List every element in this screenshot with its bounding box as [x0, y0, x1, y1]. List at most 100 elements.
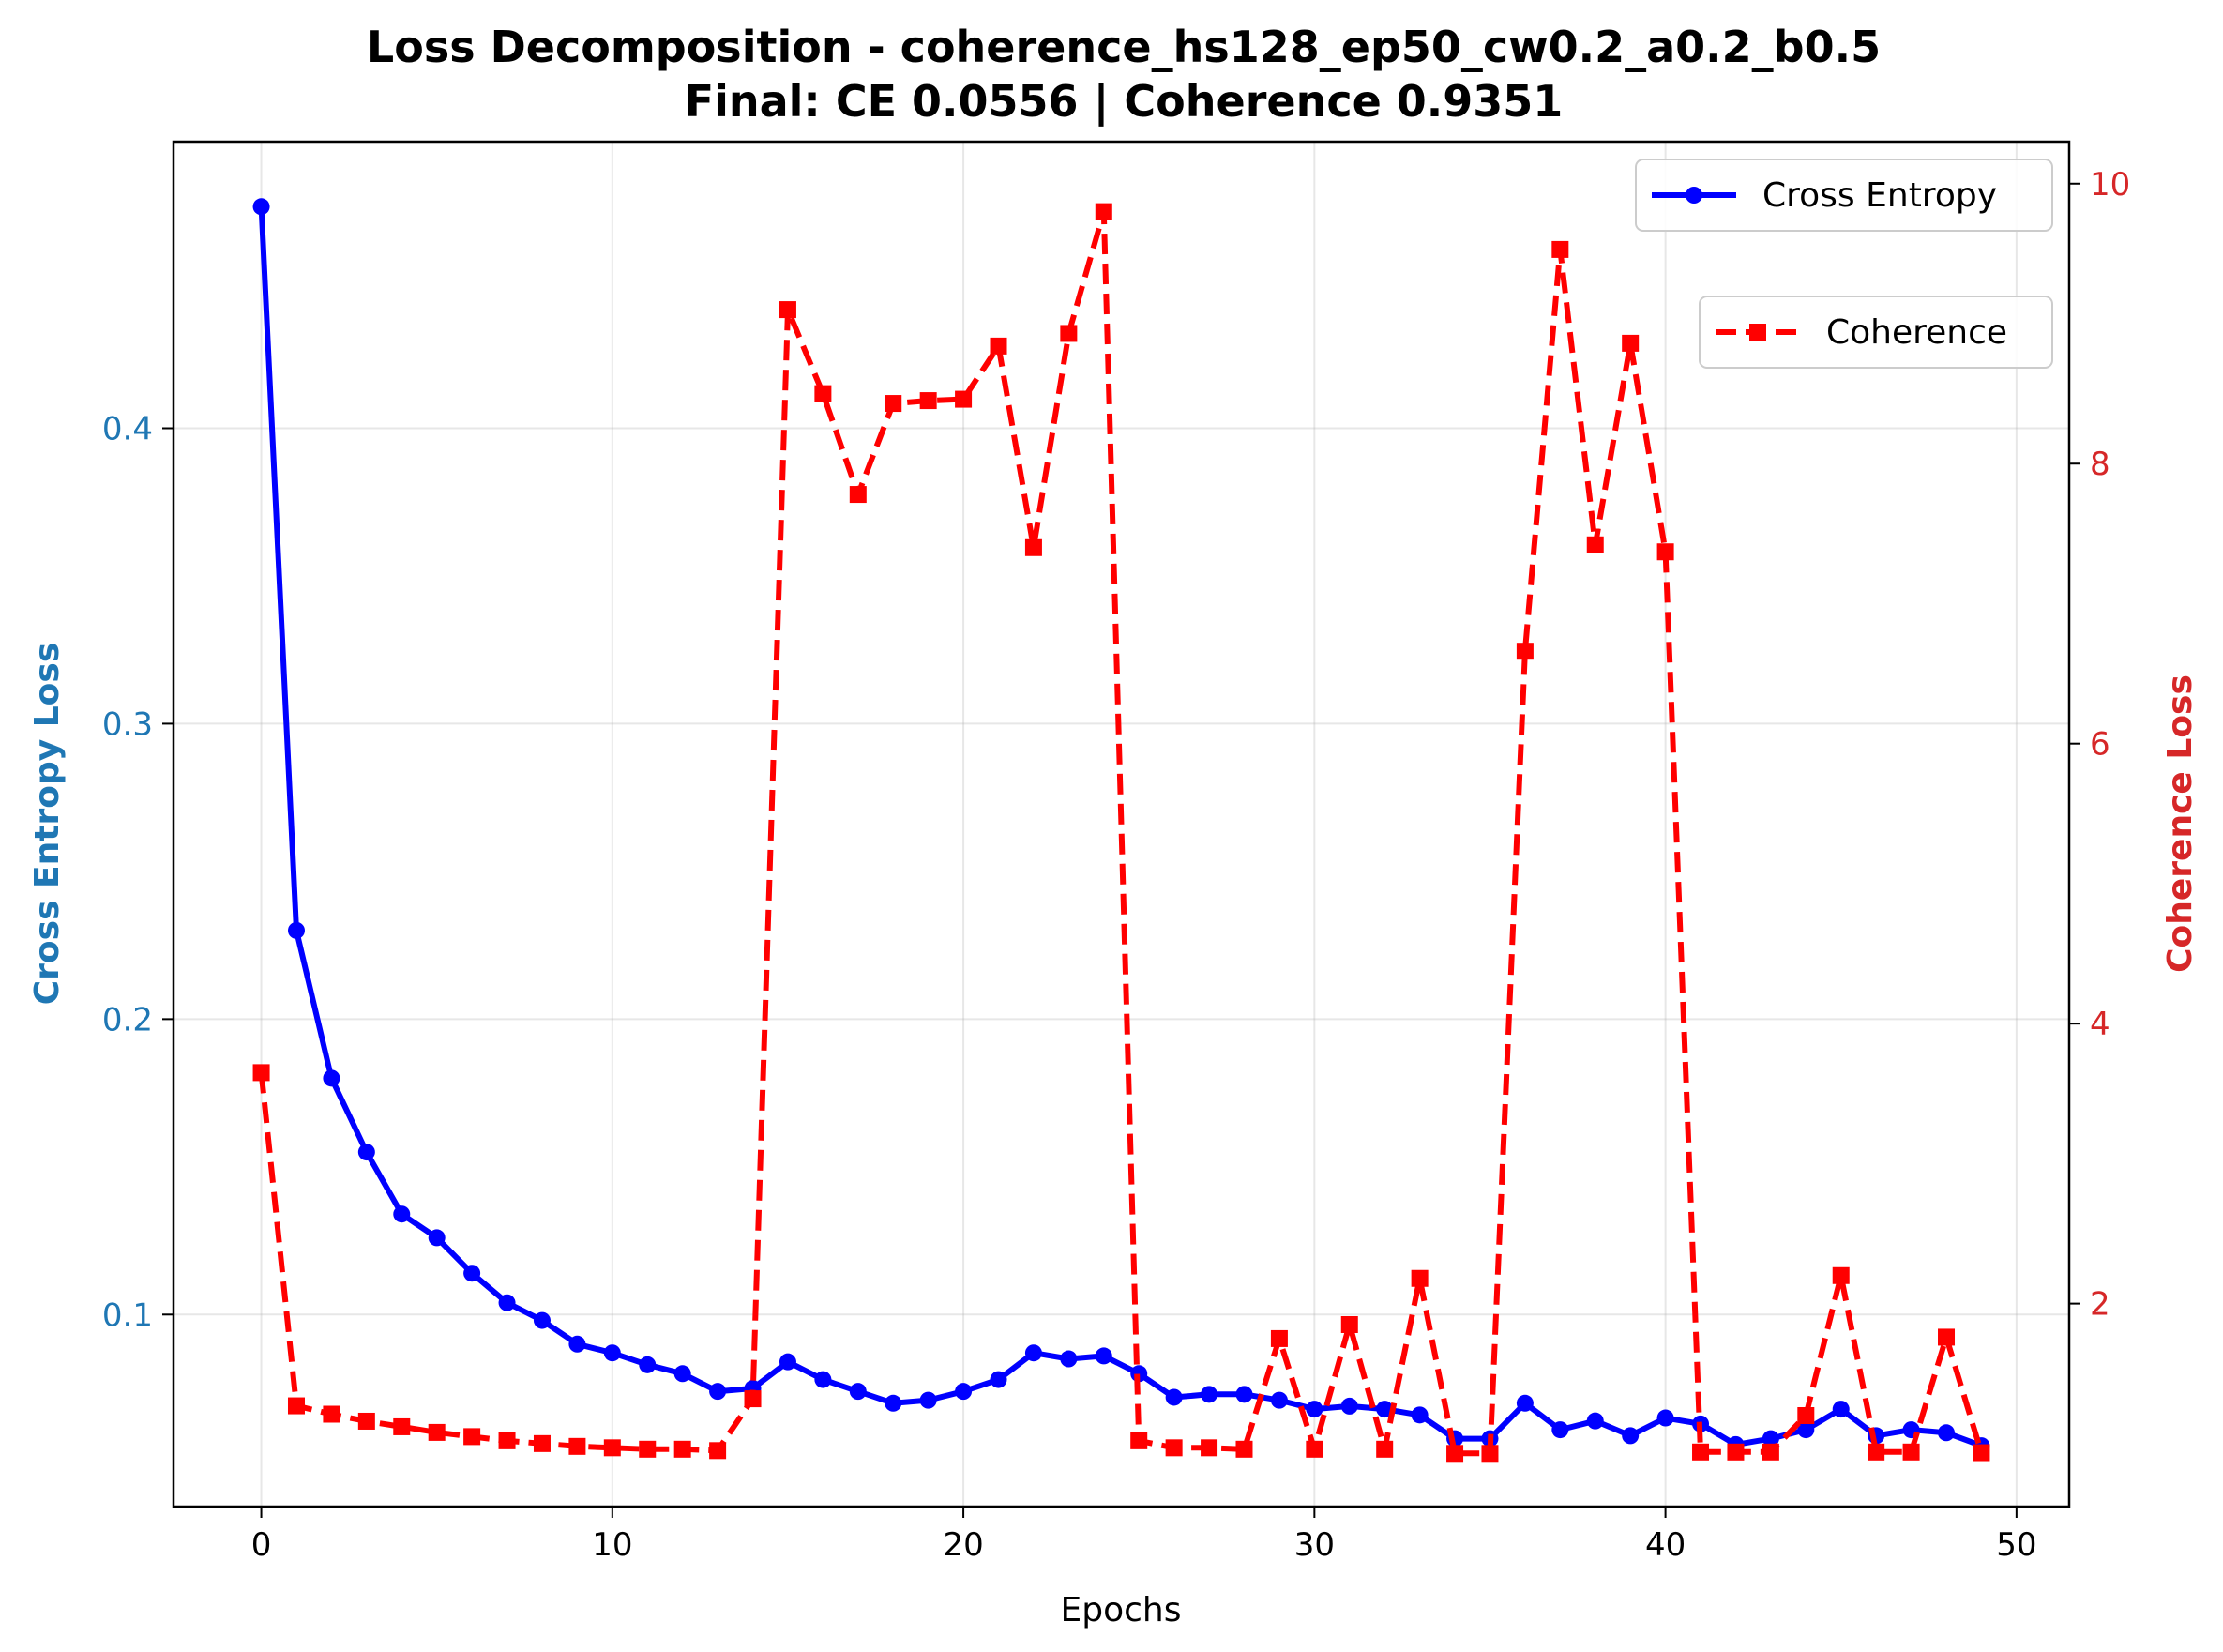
- x-tick-label: 30: [1294, 1526, 1335, 1564]
- data-point-coherence: [1938, 1328, 1956, 1346]
- data-point-cross-entropy: [428, 1229, 446, 1247]
- data-point-coherence: [287, 1397, 305, 1415]
- data-point-cross-entropy: [1762, 1430, 1779, 1447]
- x-tick-label: 0: [251, 1526, 272, 1564]
- y-axis-right: 2 4 6 8 10: [2069, 166, 2130, 1324]
- plot-frame: [172, 140, 2071, 1508]
- y-left-tick-label: 0.2: [102, 1001, 153, 1038]
- data-point-coherence: [252, 1064, 270, 1082]
- data-point-cross-entropy: [1832, 1401, 1850, 1418]
- data-point-cross-entropy: [252, 198, 270, 216]
- grid: [174, 142, 2069, 1507]
- data-point-cross-entropy: [1656, 1409, 1674, 1427]
- x-axis-label: Epochs: [1061, 1591, 1182, 1629]
- y-right-tick-label: 4: [2090, 1006, 2110, 1043]
- legend-coherence-label: Coherence: [1826, 313, 2007, 352]
- y-right-tick-label: 2: [2090, 1286, 2110, 1324]
- data-point-cross-entropy: [1306, 1401, 1323, 1418]
- data-point-cross-entropy: [498, 1294, 516, 1311]
- data-point-cross-entropy: [955, 1383, 973, 1401]
- data-point-coherence: [955, 390, 973, 408]
- data-point-coherence: [1832, 1266, 1850, 1284]
- data-point-coherence: [498, 1432, 516, 1449]
- data-point-coherence: [814, 385, 832, 402]
- data-point-coherence: [1306, 1440, 1323, 1458]
- data-point-cross-entropy: [1270, 1391, 1288, 1409]
- data-point-cross-entropy: [1551, 1421, 1569, 1439]
- data-point-coherence: [990, 337, 1007, 355]
- data-point-coherence: [1130, 1432, 1148, 1449]
- y-right-tick-label: 6: [2090, 726, 2110, 764]
- legend-coherence: Coherence: [1699, 296, 2053, 369]
- data-point-cross-entropy: [885, 1394, 902, 1412]
- data-point-coherence: [1902, 1443, 1920, 1461]
- data-point-cross-entropy: [1340, 1397, 1358, 1415]
- y-axis-left: 0.1 0.2 0.3 0.4: [102, 410, 174, 1334]
- data-point-cross-entropy: [919, 1391, 937, 1409]
- data-point-coherence: [1656, 543, 1674, 561]
- data-point-cross-entropy: [1095, 1347, 1112, 1365]
- data-point-cross-entropy: [990, 1371, 1007, 1388]
- data-point-coherence: [393, 1417, 411, 1435]
- series-layer: [252, 198, 1990, 1463]
- data-point-coherence: [885, 395, 902, 413]
- data-point-coherence: [849, 486, 867, 504]
- data-point-cross-entropy: [1938, 1424, 1956, 1442]
- y-left-tick-label: 0.1: [102, 1296, 153, 1334]
- data-point-coherence: [1446, 1445, 1464, 1463]
- legend-coherence-marker: [1749, 324, 1766, 341]
- data-point-cross-entropy: [357, 1144, 375, 1161]
- data-point-coherence: [1973, 1444, 1990, 1462]
- data-point-coherence: [919, 392, 937, 410]
- data-point-cross-entropy: [709, 1383, 727, 1401]
- data-point-coherence: [1622, 334, 1640, 352]
- data-point-cross-entropy: [287, 921, 305, 939]
- data-point-coherence: [533, 1434, 551, 1452]
- data-point-coherence: [1095, 203, 1112, 220]
- data-point-coherence: [1165, 1439, 1183, 1457]
- data-point-cross-entropy: [1516, 1394, 1534, 1412]
- x-tick-label: 20: [943, 1526, 983, 1564]
- data-point-coherence: [357, 1412, 375, 1430]
- y-left-tick-label: 0.4: [102, 410, 153, 447]
- data-point-coherence: [1692, 1443, 1710, 1461]
- data-point-cross-entropy: [568, 1335, 586, 1353]
- data-point-coherence: [709, 1442, 727, 1460]
- data-point-coherence: [1270, 1329, 1288, 1347]
- x-tick-label: 40: [1645, 1526, 1686, 1564]
- data-point-coherence: [1797, 1407, 1815, 1424]
- data-point-coherence: [1727, 1443, 1745, 1461]
- data-point-coherence: [603, 1439, 621, 1457]
- data-point-cross-entropy: [1201, 1386, 1218, 1403]
- data-point-cross-entropy: [1235, 1386, 1253, 1403]
- y-right-tick-label: 10: [2090, 166, 2130, 204]
- data-point-coherence: [1551, 240, 1569, 258]
- legend-cross-entropy-marker: [1686, 187, 1702, 204]
- data-point-coherence: [1868, 1443, 1885, 1461]
- data-point-coherence: [1201, 1439, 1218, 1457]
- data-point-coherence: [1762, 1443, 1779, 1461]
- data-point-cross-entropy: [603, 1344, 621, 1362]
- chart-title: Loss Decomposition - coherence_hs128_ep5…: [367, 22, 1881, 72]
- data-point-coherence: [744, 1390, 762, 1408]
- data-point-coherence: [1516, 643, 1534, 660]
- legend-cross-entropy-box: [1635, 159, 2053, 232]
- data-point-cross-entropy: [849, 1383, 867, 1401]
- data-point-coherence: [639, 1440, 657, 1458]
- data-point-cross-entropy: [639, 1356, 657, 1373]
- legend-cross-entropy-label: Cross Entropy: [1762, 176, 1997, 215]
- y-axis-left-label: Cross Entropy Loss: [28, 643, 67, 1006]
- y-right-tick-label: 8: [2090, 446, 2110, 483]
- data-point-coherence: [673, 1440, 691, 1458]
- y-axis-right-label: Coherence Loss: [2161, 674, 2200, 973]
- data-point-coherence: [779, 301, 796, 319]
- data-point-cross-entropy: [393, 1205, 411, 1223]
- data-point-cross-entropy: [463, 1265, 481, 1282]
- data-point-coherence: [568, 1437, 586, 1455]
- data-point-cross-entropy: [323, 1069, 340, 1087]
- data-point-coherence: [1586, 536, 1604, 553]
- data-point-cross-entropy: [1797, 1421, 1815, 1439]
- data-point-cross-entropy: [533, 1311, 551, 1329]
